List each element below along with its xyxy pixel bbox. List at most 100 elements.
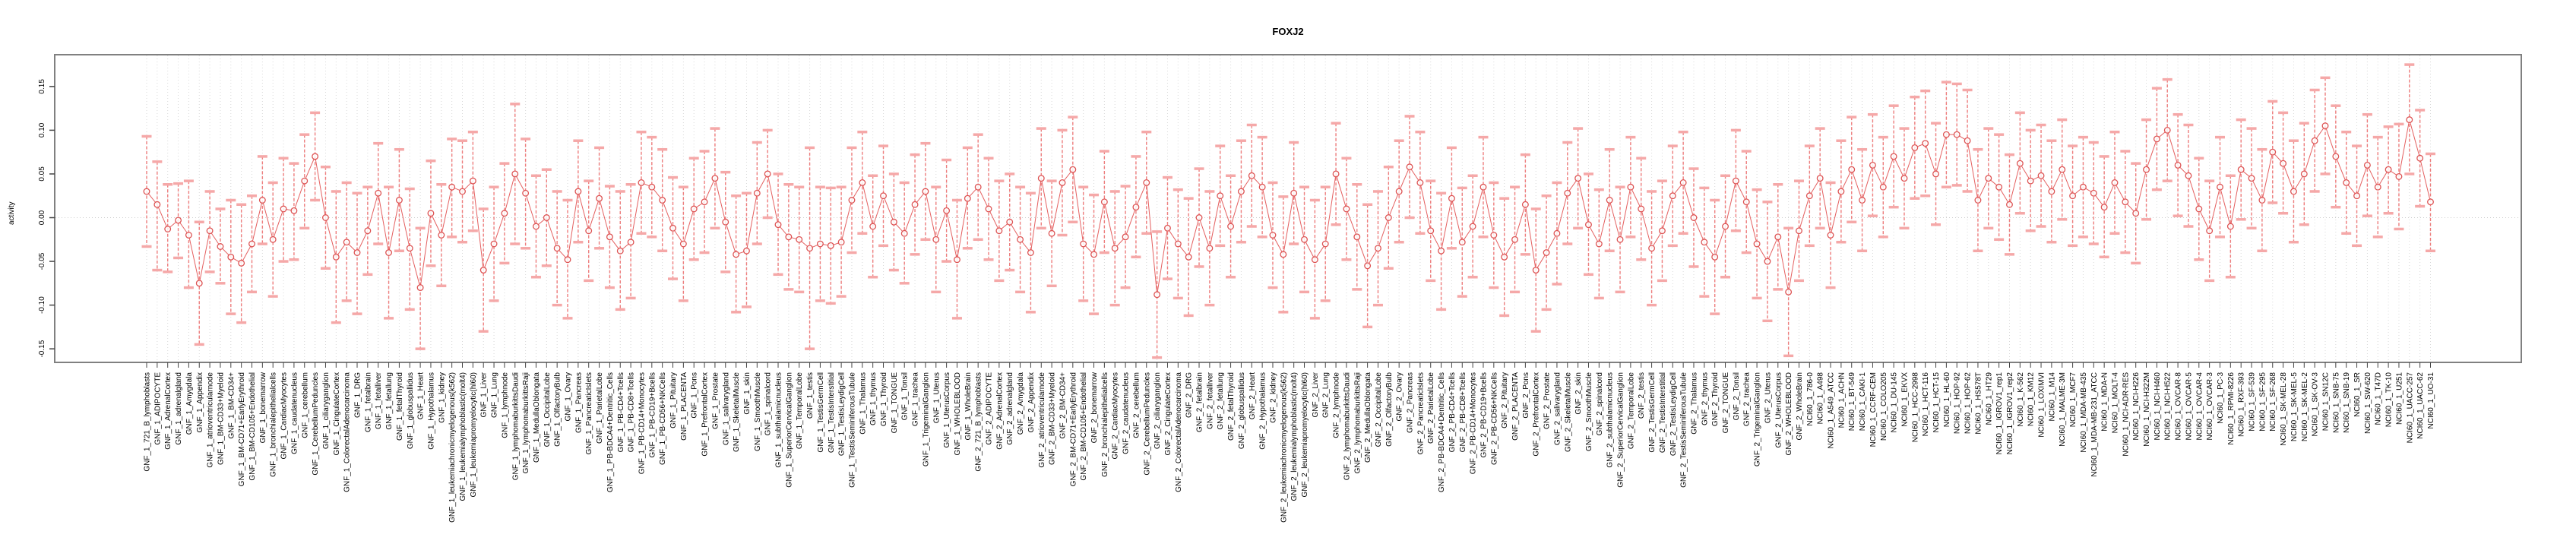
x-tick-label: GNF_2_WholeBrain [1796, 372, 1804, 440]
data-point [743, 247, 750, 255]
data-point [2027, 177, 2034, 185]
data-point [1732, 177, 1739, 185]
data-point [1890, 153, 1897, 160]
data-point [1658, 227, 1666, 235]
data-point [2006, 201, 2013, 208]
data-point [2100, 204, 2108, 211]
x-tick-label: GNF_1_Thalamus [859, 372, 867, 435]
data-point [753, 189, 761, 197]
x-tick-label: GNF_1_WHOLEBLOOD [954, 372, 962, 455]
data-point [185, 232, 192, 239]
data-point [2353, 192, 2360, 200]
data-point [153, 201, 161, 208]
y-tick-label: -0.15 [38, 340, 46, 357]
x-tick-label: GNF_2_spinalcord [1596, 372, 1604, 435]
x-tick-label: GNF_2_PB-CD8+Tcells [1459, 372, 1467, 452]
x-tick-label: GNF_1_Pons [691, 372, 699, 419]
x-tick-label: NCI60_1_M14 [2048, 372, 2056, 422]
data-point [922, 188, 929, 195]
x-tick-label: GNF_1_fetalThyroid [396, 372, 404, 441]
data-point [890, 218, 897, 226]
data-point [1837, 188, 1845, 195]
x-tick-label: GNF_2_ColorectalAdenocarcinoma [1175, 372, 1183, 492]
data-point [1206, 245, 1214, 252]
y-tick-label: 0.10 [38, 122, 46, 138]
x-tick-label: NCI60_1_IGROV1_rep2 [2006, 372, 2014, 455]
data-point [1416, 179, 1424, 186]
data-point [1080, 240, 1087, 248]
data-point [2090, 189, 2097, 197]
x-tick-label: NCI60_1_OVCAR-3 [2206, 372, 2214, 441]
x-tick-label: NCI60_1_OVCAR-8 [2175, 372, 2183, 441]
data-point [553, 245, 561, 252]
data-point [764, 170, 771, 178]
data-point [2195, 205, 2203, 213]
x-tick-label: GNF_2_globuspallidus [1238, 372, 1246, 449]
x-tick-label: NCI60_1_MALME-3M [2059, 372, 2067, 447]
x-tick-label: GNF_1_Hypothalamus [427, 372, 435, 450]
data-point [1953, 131, 1960, 138]
data-point [774, 221, 782, 229]
data-point [258, 197, 266, 204]
data-point [1290, 189, 1298, 197]
data-point [1438, 247, 1445, 255]
x-tick-label: GNF_1_bronchialepithelialcells [270, 372, 278, 477]
x-tick-label: GNF_1_fetallung [385, 372, 394, 430]
data-point [1574, 175, 1582, 182]
x-tick-label: GNF_2_cerebellum [1132, 372, 1141, 438]
x-tick-label: GNF_1_globuspallidus [407, 372, 415, 449]
data-point [227, 253, 235, 261]
data-point [1048, 229, 1055, 237]
data-point [217, 243, 224, 250]
data-point [1827, 232, 1834, 239]
data-point [469, 177, 476, 185]
data-point [1900, 175, 1908, 182]
x-tick-label: GNF_2_salivarygland [1553, 372, 1562, 445]
data-point [364, 227, 372, 235]
x-tick-label: GNF_1_fetalbrain [364, 372, 372, 432]
x-tick-label: GNF_2_Heart [1248, 372, 1257, 419]
data-point [1237, 188, 1245, 195]
x-tick-label: GNF_2_subthalamicnucleus [1606, 372, 1615, 468]
x-tick-label: GNF_2_lymphomaburkittsDaudi [1343, 372, 1351, 480]
data-point [679, 240, 687, 248]
data-point [2258, 197, 2266, 204]
x-tick-label: GNF_2_Amygdala [1017, 372, 1025, 435]
data-point [2111, 179, 2119, 186]
y-tick-label: 0.00 [38, 210, 46, 225]
data-point [1395, 188, 1403, 195]
data-point [312, 153, 319, 160]
x-tick-label: GNF_1_Lung [491, 372, 499, 418]
x-tick-label: GNF_2_AdrenalCortex [995, 372, 1004, 450]
series-line [146, 119, 2431, 295]
x-tick-label: GNF_1_Pituitary [669, 372, 678, 428]
data-point [2185, 172, 2192, 179]
data-point [2269, 148, 2277, 156]
x-tick-label: GNF_2_CerebellumPeduncles [1143, 372, 1151, 476]
data-point [1479, 183, 1487, 191]
x-tick-label: NCI60_1_ACHN [1837, 372, 1846, 428]
x-tick-label: GNF_1_lymphomaburkittsDaudi [511, 372, 520, 480]
x-tick-label: GNF_1_TestisInterstitial [828, 372, 836, 453]
data-point [880, 192, 887, 200]
x-tick-label: GNF_1_TestisLeydigCell [838, 372, 847, 456]
x-tick-label: NCI60_1_NCI-ADR-RES [2122, 372, 2130, 457]
data-point [395, 197, 403, 204]
x-tick-label: NCI60_1_A549_ATCC [1828, 372, 1836, 448]
x-tick-label: NCI60_1_MOLT-4 [2111, 372, 2119, 434]
x-tick-label: GNF_1_salivarygland [722, 372, 730, 445]
data-point [1343, 205, 1350, 213]
data-point [785, 233, 793, 241]
x-tick-label: GNF_2_UterusCorpus [1774, 372, 1783, 447]
x-tick-label: NCI60_1_RPMI-8226 [2227, 372, 2236, 445]
data-point [2363, 161, 2371, 169]
x-tick-label: GNF_1_PancreaticIslets [585, 372, 593, 454]
data-point [1774, 233, 1782, 241]
x-tick-label: GNF_1_UterusCorpus [943, 372, 951, 447]
x-tick-label: GNF_1_OccipitalLobe [543, 372, 552, 447]
x-tick-label: NCI60_1_SW-620 [2364, 372, 2372, 434]
x-tick-label: GNF_1_PB-CD14+Monocytes [638, 372, 646, 474]
data-point [533, 223, 540, 230]
data-point [2132, 210, 2140, 217]
x-tick-label: GNF_2_lymphomaburkittsRaji [1353, 372, 1362, 473]
